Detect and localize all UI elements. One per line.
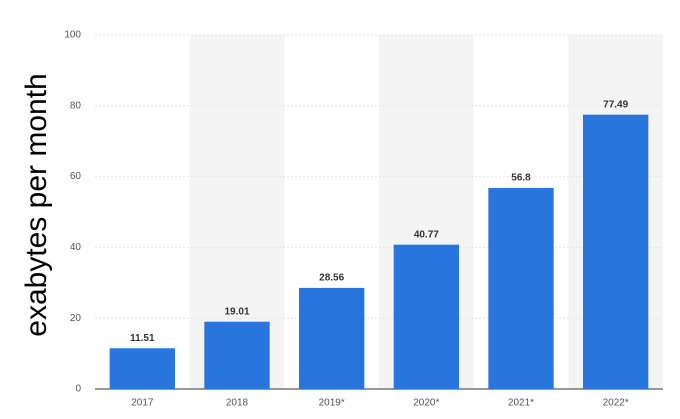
bar [204,321,270,389]
x-tick-label: 2020* [413,398,439,409]
y-tick-label: 80 [70,100,82,111]
data-label: 11.51 [130,333,155,344]
data-label: 56.8 [511,173,531,184]
bar [488,187,554,389]
data-label: 40.77 [414,229,439,240]
y-tick-label: 60 [70,171,82,182]
y-tick-label: 40 [70,242,82,253]
bar [393,244,459,389]
bar [109,348,175,389]
x-tick-label: 2017 [131,398,154,409]
y-tick-label: 0 [75,384,81,395]
x-tick-label: 2019* [319,398,345,409]
data-label: 28.56 [319,273,344,284]
x-tick-label: 2022* [603,398,629,409]
x-tick-label: 2018 [226,398,249,409]
bar [583,114,649,390]
x-tick-label: 2021* [508,398,534,409]
bar [299,287,365,389]
data-label: 77.49 [603,99,628,110]
y-axis-label: exabytes per month [20,73,53,336]
y-tick-label: 100 [64,30,81,41]
data-label: 19.01 [224,306,249,317]
y-tick-label: 20 [70,313,82,324]
